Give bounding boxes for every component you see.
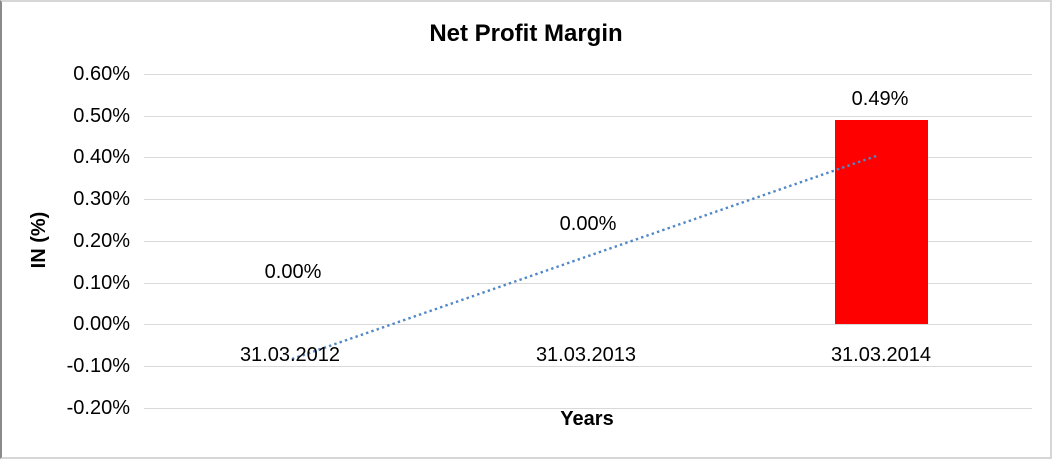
chart-title: Net Profit Margin [429, 20, 623, 47]
bar-31-03-2014 [835, 120, 928, 324]
y-tick-label: 0.30% [73, 188, 130, 210]
y-tick-label: 0.20% [73, 230, 130, 252]
gridline [144, 408, 1032, 409]
data-label-2012: 0.00% [264, 261, 322, 283]
gridline [144, 366, 1032, 367]
y-tick-label: -0.10% [66, 355, 130, 377]
y-tick-label: -0.20% [66, 397, 130, 419]
y-tick-label: 0.00% [73, 313, 130, 335]
y-tick-label: 0.10% [73, 272, 130, 294]
gridline [144, 116, 1032, 117]
gridline [144, 74, 1032, 75]
gridline [144, 324, 1032, 325]
category-label-2012: 31.03.2012 [239, 344, 341, 366]
y-tick-label: 0.50% [73, 105, 130, 127]
category-label-2014: 31.03.2014 [830, 344, 932, 366]
data-label-2014: 0.49% [851, 88, 909, 110]
y-tick-label: 0.40% [73, 146, 130, 168]
y-tick-label: 0.60% [73, 63, 130, 85]
x-axis-title: Years [560, 408, 614, 430]
category-label-2013: 31.03.2013 [535, 344, 637, 366]
data-label-2013: 0.00% [559, 213, 617, 235]
